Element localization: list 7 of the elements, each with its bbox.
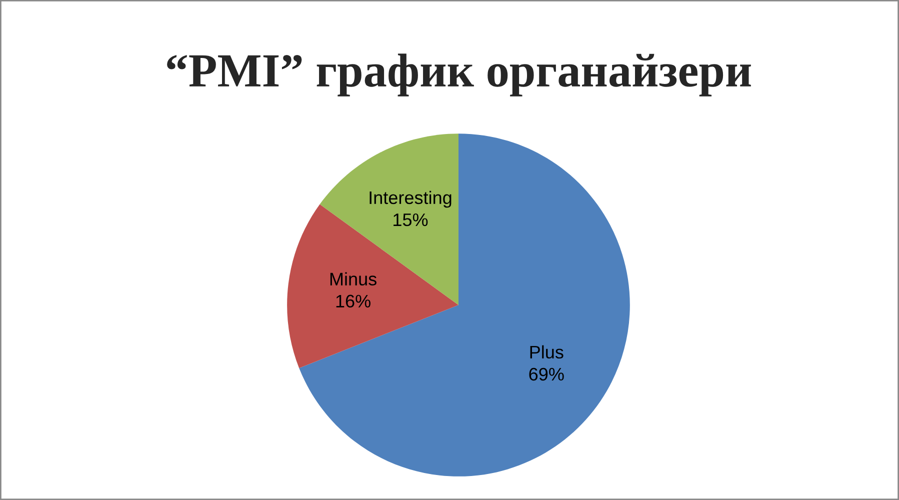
data-label: 16% <box>336 294 370 308</box>
data-label: 69% <box>529 368 564 381</box>
chart-title: “PMI” график органайзери <box>167 54 751 96</box>
data-label: 15% <box>394 213 428 226</box>
slice-label: Plus <box>530 345 564 359</box>
slice-label: Interesting <box>370 190 452 208</box>
slice-label: Minus <box>330 272 376 286</box>
